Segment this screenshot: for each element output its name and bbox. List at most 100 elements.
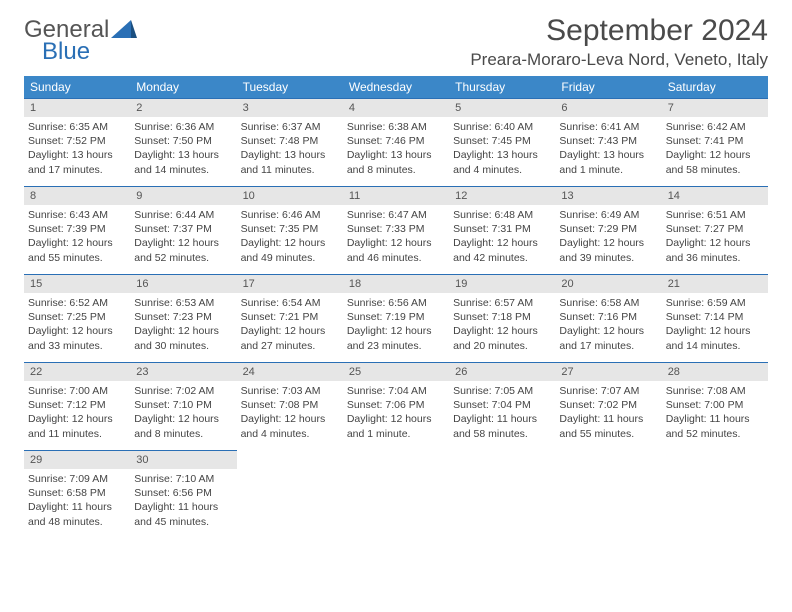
day-line: Sunrise: 7:09 AM xyxy=(28,472,126,486)
day-number: 11 xyxy=(343,186,449,205)
day-line: Daylight: 12 hours xyxy=(134,412,232,426)
day-line: Daylight: 12 hours xyxy=(666,324,764,338)
day-body: Sunrise: 6:43 AMSunset: 7:39 PMDaylight:… xyxy=(24,205,130,271)
day-line: Sunrise: 7:04 AM xyxy=(347,384,445,398)
day-line: Sunset: 7:04 PM xyxy=(453,398,551,412)
day-line: Daylight: 12 hours xyxy=(666,236,764,250)
day-body: Sunrise: 6:47 AMSunset: 7:33 PMDaylight:… xyxy=(343,205,449,271)
day-line: and 20 minutes. xyxy=(453,339,551,353)
day-line: Sunset: 7:41 PM xyxy=(666,134,764,148)
day-line: Sunrise: 6:40 AM xyxy=(453,120,551,134)
day-number: 25 xyxy=(343,362,449,381)
day-body: Sunrise: 6:59 AMSunset: 7:14 PMDaylight:… xyxy=(662,293,768,359)
calendar-head: SundayMondayTuesdayWednesdayThursdayFrid… xyxy=(24,76,768,98)
calendar-cell: 5Sunrise: 6:40 AMSunset: 7:45 PMDaylight… xyxy=(449,98,555,186)
day-line: Sunset: 7:23 PM xyxy=(134,310,232,324)
calendar-cell: 2Sunrise: 6:36 AMSunset: 7:50 PMDaylight… xyxy=(130,98,236,186)
day-line: Sunrise: 6:35 AM xyxy=(28,120,126,134)
day-number: 21 xyxy=(662,274,768,293)
day-line: Sunrise: 6:37 AM xyxy=(241,120,339,134)
calendar-cell: 17 Sunrise: 6:54 AMSunset: 7:21 PMDayligh… xyxy=(237,274,343,362)
day-number: 2 xyxy=(130,98,236,117)
calendar-cell: 15Sunrise: 6:52 AMSunset: 7:25 PMDayligh… xyxy=(24,274,130,362)
day-line: Daylight: 13 hours xyxy=(28,148,126,162)
day-line: and 45 minutes. xyxy=(134,515,232,529)
calendar-cell: 8Sunrise: 6:43 AMSunset: 7:39 PMDaylight… xyxy=(24,186,130,274)
location: Preara-Moraro-Leva Nord, Veneto, Italy xyxy=(470,50,768,70)
weekday-header: Saturday xyxy=(662,76,768,98)
day-line: Sunrise: 6:42 AM xyxy=(666,120,764,134)
day-number: 5 xyxy=(449,98,555,117)
calendar-cell: 6Sunrise: 6:41 AMSunset: 7:43 PMDaylight… xyxy=(555,98,661,186)
day-line: Sunrise: 7:05 AM xyxy=(453,384,551,398)
day-line: Daylight: 13 hours xyxy=(453,148,551,162)
day-number: 12 xyxy=(449,186,555,205)
day-body: Sunrise: 6:49 AMSunset: 7:29 PMDaylight:… xyxy=(555,205,661,271)
day-line: Daylight: 12 hours xyxy=(347,324,445,338)
day-body: Sunrise: 6:51 AMSunset: 7:27 PMDaylight:… xyxy=(662,205,768,271)
calendar-cell: 3Sunrise: 6:37 AMSunset: 7:48 PMDaylight… xyxy=(237,98,343,186)
calendar-cell: 27Sunrise: 7:07 AMSunset: 7:02 PMDayligh… xyxy=(555,362,661,450)
day-line: Sunrise: 6:36 AM xyxy=(134,120,232,134)
calendar-cell: 10Sunrise: 6:46 AMSunset: 7:35 PMDayligh… xyxy=(237,186,343,274)
calendar-cell: 9Sunrise: 6:44 AMSunset: 7:37 PMDaylight… xyxy=(130,186,236,274)
calendar-cell: 21Sunrise: 6:59 AMSunset: 7:14 PMDayligh… xyxy=(662,274,768,362)
day-line: Sunrise: 6:56 AM xyxy=(347,296,445,310)
calendar-cell: 12Sunrise: 6:48 AMSunset: 7:31 PMDayligh… xyxy=(449,186,555,274)
day-number: 7 xyxy=(662,98,768,117)
day-line: Sunrise: 6:54 AM xyxy=(241,296,339,310)
day-line: Sunrise: 6:49 AM xyxy=(559,208,657,222)
day-line: and 52 minutes. xyxy=(666,427,764,441)
calendar-week: 8Sunrise: 6:43 AMSunset: 7:39 PMDaylight… xyxy=(24,186,768,274)
day-line: Sunset: 7:46 PM xyxy=(347,134,445,148)
day-body: Sunrise: 6:36 AMSunset: 7:50 PMDaylight:… xyxy=(130,117,236,183)
day-number: 14 xyxy=(662,186,768,205)
day-line: and 1 minute. xyxy=(347,427,445,441)
day-line: Sunset: 7:12 PM xyxy=(28,398,126,412)
day-line: Sunrise: 6:44 AM xyxy=(134,208,232,222)
day-line: Daylight: 12 hours xyxy=(134,324,232,338)
day-line: Sunrise: 7:07 AM xyxy=(559,384,657,398)
day-line: Sunset: 7:25 PM xyxy=(28,310,126,324)
day-number: 29 xyxy=(24,450,130,469)
calendar-table: SundayMondayTuesdayWednesdayThursdayFrid… xyxy=(24,76,768,538)
day-line: and 49 minutes. xyxy=(241,251,339,265)
day-body: Sunrise: 6:57 AMSunset: 7:18 PMDaylight:… xyxy=(449,293,555,359)
calendar-cell: 4Sunrise: 6:38 AMSunset: 7:46 PMDaylight… xyxy=(343,98,449,186)
day-line: and 4 minutes. xyxy=(241,427,339,441)
day-line: Sunset: 7:45 PM xyxy=(453,134,551,148)
calendar-cell: 25Sunrise: 7:04 AMSunset: 7:06 PMDayligh… xyxy=(343,362,449,450)
day-number: 17 xyxy=(237,274,343,293)
day-line: Sunrise: 7:08 AM xyxy=(666,384,764,398)
day-line: Daylight: 12 hours xyxy=(347,236,445,250)
day-line: Sunset: 7:21 PM xyxy=(241,310,339,324)
day-body: Sunrise: 6:48 AMSunset: 7:31 PMDaylight:… xyxy=(449,205,555,271)
day-line: and 39 minutes. xyxy=(559,251,657,265)
day-number: 24 xyxy=(237,362,343,381)
calendar-cell: 14Sunrise: 6:51 AMSunset: 7:27 PMDayligh… xyxy=(662,186,768,274)
calendar-week: 29Sunrise: 7:09 AMSunset: 6:58 PMDayligh… xyxy=(24,450,768,538)
day-line: Daylight: 12 hours xyxy=(241,324,339,338)
weekday-header: Wednesday xyxy=(343,76,449,98)
day-line: and 11 minutes. xyxy=(241,163,339,177)
day-body: Sunrise: 6:52 AMSunset: 7:25 PMDaylight:… xyxy=(24,293,130,359)
day-line: and 11 minutes. xyxy=(28,427,126,441)
day-body: Sunrise: 6:56 AMSunset: 7:19 PMDaylight:… xyxy=(343,293,449,359)
day-line: Daylight: 12 hours xyxy=(28,236,126,250)
day-line: Sunset: 7:19 PM xyxy=(347,310,445,324)
calendar-cell: 24Sunrise: 7:03 AMSunset: 7:08 PMDayligh… xyxy=(237,362,343,450)
day-line: and 42 minutes. xyxy=(453,251,551,265)
day-line: Sunset: 7:29 PM xyxy=(559,222,657,236)
day-line: Sunset: 7:10 PM xyxy=(134,398,232,412)
day-line: Sunset: 7:06 PM xyxy=(347,398,445,412)
day-number: 20 xyxy=(555,274,661,293)
day-line: Sunset: 6:56 PM xyxy=(134,486,232,500)
day-line: Sunset: 7:31 PM xyxy=(453,222,551,236)
day-number: 1 xyxy=(24,98,130,117)
day-line: Sunrise: 6:52 AM xyxy=(28,296,126,310)
day-line: Daylight: 13 hours xyxy=(134,148,232,162)
day-line: Sunrise: 7:00 AM xyxy=(28,384,126,398)
day-body: Sunrise: 6:40 AMSunset: 7:45 PMDaylight:… xyxy=(449,117,555,183)
calendar-cell: 28Sunrise: 7:08 AMSunset: 7:00 PMDayligh… xyxy=(662,362,768,450)
day-line: Daylight: 12 hours xyxy=(241,236,339,250)
